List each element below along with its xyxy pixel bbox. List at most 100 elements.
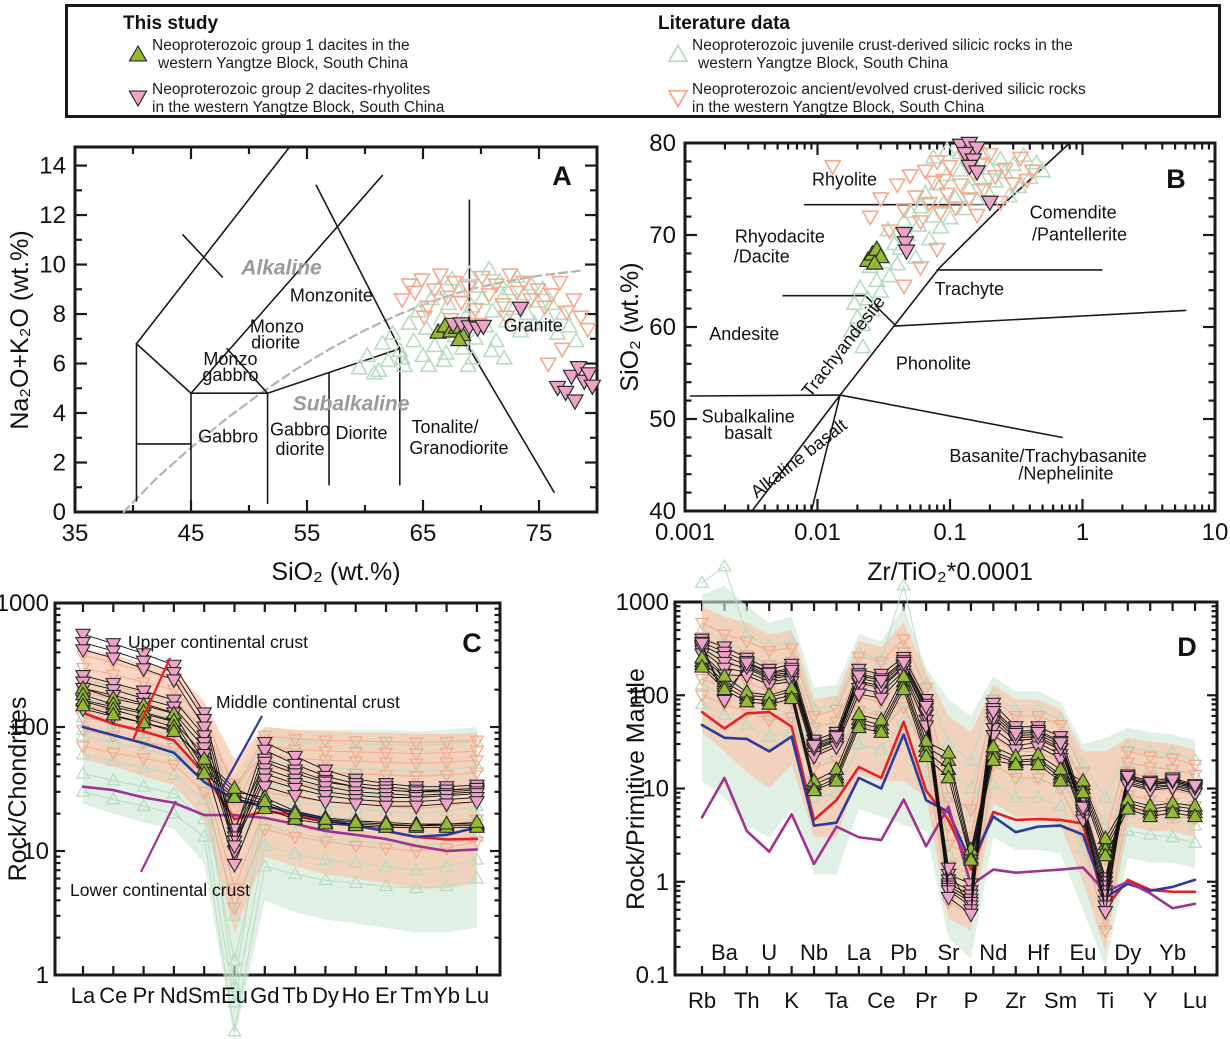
triangle-down-filled-icon xyxy=(128,90,148,108)
svg-text:Nb: Nb xyxy=(800,940,828,965)
svg-text:70: 70 xyxy=(649,222,676,249)
legend-title-this-study: This study xyxy=(123,13,219,34)
ref-line-ucc_red xyxy=(700,710,1197,910)
svg-text:Hf: Hf xyxy=(1027,940,1050,965)
svg-text:0.01: 0.01 xyxy=(794,519,841,546)
svg-text:A: A xyxy=(552,161,572,191)
legend-item-label: in the western Yangtze Block, South Chin… xyxy=(692,99,985,116)
panel-c-ree-spider: 1 10 100 1000 La Ce Pr Nd Sm Eu Gd Tb Dy Ho Er Tm Yb Lu Up… xyxy=(0,590,502,1039)
panel-a-tas-diagram: 35 45 55 65 75 0 2 4 6 8 10 12 14 SiO₂ (wt.%) Na₂O+K₂O… xyxy=(6,145,602,586)
svg-text:10: 10 xyxy=(22,838,49,865)
svg-text:Ta: Ta xyxy=(825,988,849,1013)
legend-item-label: western Yangtze Block, South China xyxy=(158,55,409,72)
svg-text:Gabbro: Gabbro xyxy=(198,427,258,447)
svg-text:80: 80 xyxy=(649,130,676,157)
svg-text:Er: Er xyxy=(375,983,397,1008)
svg-text:0: 0 xyxy=(53,499,66,526)
svg-text:Y: Y xyxy=(1143,988,1158,1013)
svg-text:Ho: Ho xyxy=(342,983,370,1008)
svg-text:D: D xyxy=(1177,632,1197,662)
svg-text:14: 14 xyxy=(39,153,66,180)
svg-text:Dy: Dy xyxy=(312,983,339,1008)
svg-text:40: 40 xyxy=(649,498,676,525)
svg-text:10: 10 xyxy=(642,776,669,803)
svg-text:Rock/Primitive Mantle: Rock/Primitive Mantle xyxy=(622,668,650,910)
legend-title-literature: Literature data xyxy=(658,13,790,34)
svg-text:1: 1 xyxy=(36,962,49,989)
svg-text:Upper continental crust: Upper continental crust xyxy=(128,632,308,652)
group2-spectra xyxy=(693,633,1204,923)
svg-text:Sm: Sm xyxy=(1044,988,1077,1013)
svg-text:Comendite: Comendite xyxy=(1030,202,1117,222)
svg-text:B: B xyxy=(1166,164,1186,194)
svg-text:Na₂O+K₂O (wt.%): Na₂O+K₂O (wt.%) xyxy=(6,230,34,429)
svg-text:diorite: diorite xyxy=(276,439,325,459)
svg-text:Granodiorite: Granodiorite xyxy=(409,438,508,458)
ref-line-mcc_blue xyxy=(700,723,1197,899)
legend-box: This study Neoproterozoic group 1 dacite… xyxy=(65,4,1221,118)
group2-dacite-rhyolite-points xyxy=(894,136,999,261)
svg-text:Sr: Sr xyxy=(938,940,960,965)
literature-juvenile-points xyxy=(350,259,586,380)
svg-text:1: 1 xyxy=(1076,519,1089,546)
legend-item-label: Neoproterozoic ancient/evolved crust-der… xyxy=(692,81,1086,98)
svg-text:/Nephelinite: /Nephelinite xyxy=(1018,464,1113,484)
svg-text:12: 12 xyxy=(39,202,66,229)
svg-text:diorite: diorite xyxy=(251,333,300,353)
svg-text:/Dacite: /Dacite xyxy=(734,247,790,267)
group1-dacite-points xyxy=(858,240,890,270)
svg-text:C: C xyxy=(462,628,482,658)
svg-text:0.1: 0.1 xyxy=(636,962,669,989)
svg-text:Th: Th xyxy=(734,988,760,1013)
svg-text:60: 60 xyxy=(649,314,676,341)
svg-text:Monzonite: Monzonite xyxy=(290,286,373,306)
group1-spectra xyxy=(693,649,1204,866)
svg-text:Tonalite/: Tonalite/ xyxy=(412,417,479,437)
legend-item-label: Neoproterozoic group 2 dacites-rhyolites xyxy=(152,81,431,98)
svg-text:P: P xyxy=(964,988,979,1013)
legend-item-label: Neoproterozoic juvenile crust-derived si… xyxy=(692,37,1073,54)
svg-text:U: U xyxy=(761,940,777,965)
svg-text:basalt: basalt xyxy=(724,423,772,443)
panel-b-zr-tio2-diagram: 0.001 0.01 0.1 1 10 40 50 60 70 80 Zr/TiO₂*0.0001 S… xyxy=(616,130,1228,586)
svg-text:Monzo: Monzo xyxy=(250,317,304,337)
svg-text:1: 1 xyxy=(656,869,669,896)
svg-text:Rhyodacite: Rhyodacite xyxy=(735,226,825,246)
svg-text:Gabbro: Gabbro xyxy=(270,419,330,439)
svg-text:0.1: 0.1 xyxy=(933,519,966,546)
legend-item-label: Neoproterozoic group 1 dacites in the xyxy=(152,37,410,54)
svg-text:45: 45 xyxy=(178,520,205,547)
svg-text:Rock/Chondrites: Rock/Chondrites xyxy=(4,697,32,882)
svg-text:Subalkaline: Subalkaline xyxy=(702,407,795,427)
svg-text:Trachyandesite: Trachyandesite xyxy=(798,292,889,401)
svg-text:8: 8 xyxy=(53,301,66,328)
svg-text:Alkaline: Alkaline xyxy=(240,256,322,279)
group1-spectra xyxy=(74,679,485,833)
svg-text:Nd: Nd xyxy=(160,983,188,1008)
svg-text:Ce: Ce xyxy=(867,988,895,1013)
svg-text:Lu: Lu xyxy=(1183,988,1207,1013)
group2-dacite-rhyolite-points xyxy=(444,301,602,411)
literature-evolved-points xyxy=(823,147,1042,296)
svg-text:10: 10 xyxy=(39,252,66,279)
triangle-down-open-icon xyxy=(667,89,689,109)
svg-text:65: 65 xyxy=(410,520,437,547)
svg-text:gabbro: gabbro xyxy=(202,365,258,385)
triangle-up-filled-icon xyxy=(128,44,148,62)
ref-line-lcc_purple xyxy=(81,785,479,853)
svg-text:Pb: Pb xyxy=(890,940,917,965)
svg-text:Phonolite: Phonolite xyxy=(896,353,971,373)
svg-text:Granite: Granite xyxy=(504,315,563,335)
svg-text:Basanite/Trachybasanite: Basanite/Trachybasanite xyxy=(949,446,1146,466)
svg-text:Tm: Tm xyxy=(400,983,432,1008)
svg-text:Rb: Rb xyxy=(688,988,716,1013)
svg-text:6: 6 xyxy=(53,351,66,378)
svg-text:100: 100 xyxy=(9,714,49,741)
svg-text:Dy: Dy xyxy=(1114,940,1141,965)
ref-line-mcc_blue xyxy=(81,725,479,839)
svg-text:1000: 1000 xyxy=(0,590,49,617)
svg-text:Zr: Zr xyxy=(1005,988,1026,1013)
